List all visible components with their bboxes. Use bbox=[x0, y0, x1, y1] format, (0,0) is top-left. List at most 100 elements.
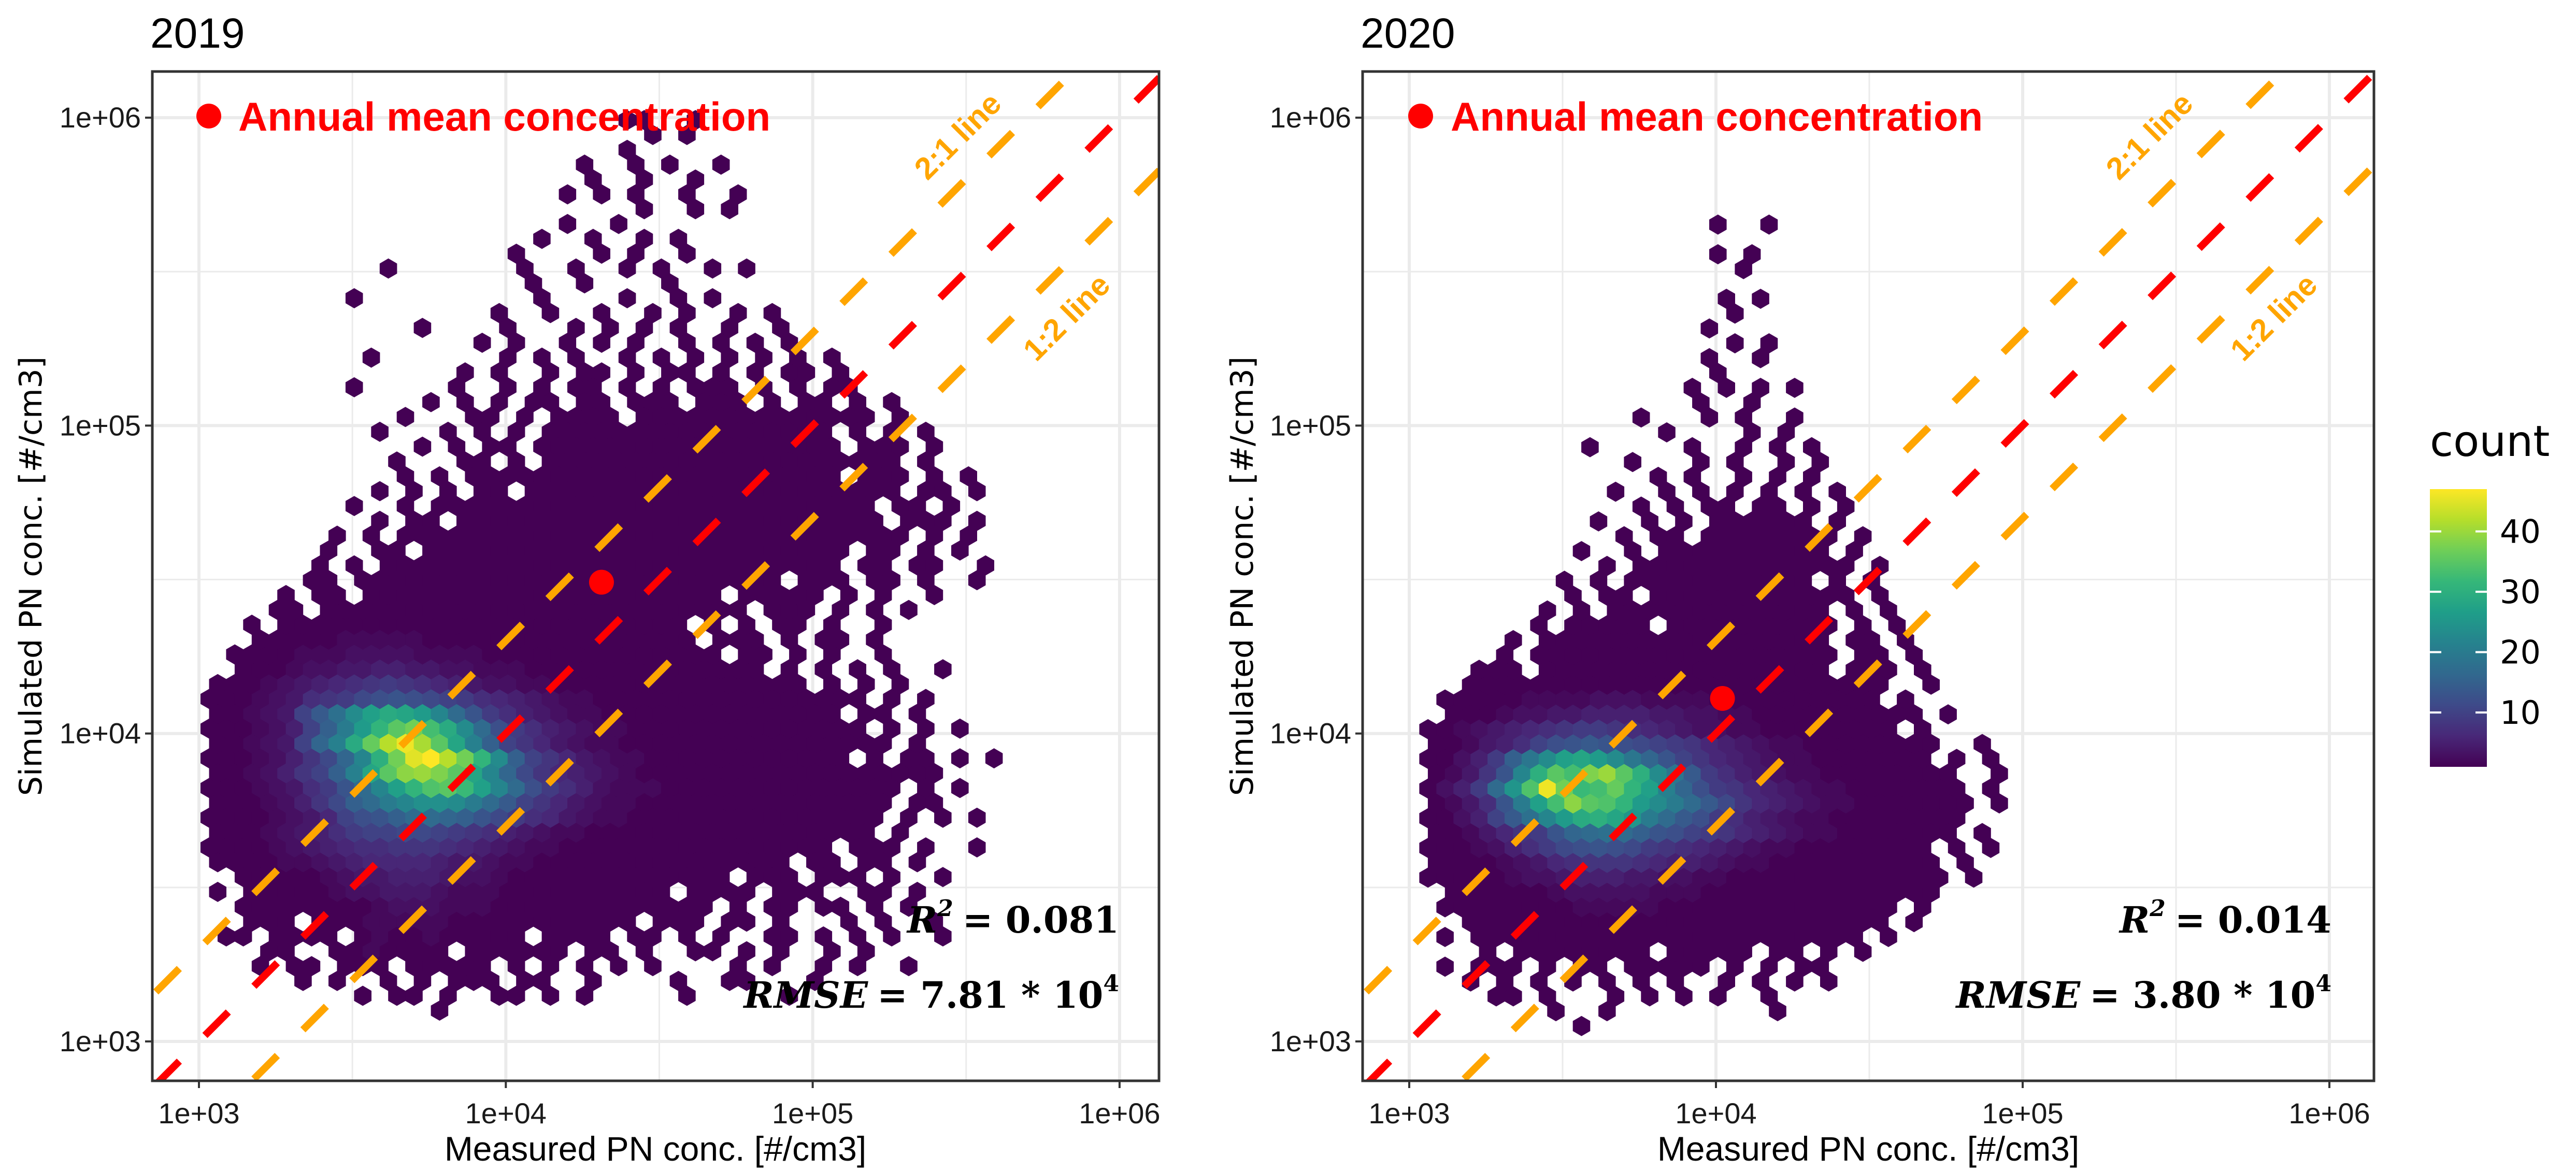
hexbin-cell bbox=[610, 807, 627, 828]
hexbin-cell bbox=[465, 644, 482, 665]
hexbin-cell bbox=[379, 674, 397, 694]
hexbin-cell bbox=[584, 436, 602, 457]
hexbin-cell bbox=[533, 852, 551, 873]
hexbin-cell bbox=[1871, 852, 1889, 873]
hexbin-cell bbox=[593, 421, 610, 442]
hexbin-cell bbox=[413, 793, 432, 813]
hexbin-cell bbox=[678, 689, 696, 709]
hexbin-cell bbox=[499, 466, 517, 487]
hexbin-cell bbox=[678, 451, 696, 472]
hexbin-cell bbox=[576, 748, 594, 769]
hexbin-cell bbox=[584, 644, 602, 665]
hexbin-cell bbox=[1675, 511, 1693, 532]
hexbin-cell bbox=[1658, 719, 1676, 739]
hexbin-cell bbox=[721, 318, 738, 338]
hexbin-cell bbox=[712, 659, 730, 680]
hexbin-cell bbox=[516, 644, 534, 665]
hexbin-cell bbox=[1436, 956, 1454, 977]
hexbin-cell bbox=[686, 199, 705, 220]
hexbin-cell bbox=[763, 570, 781, 591]
hexbin-cell bbox=[601, 674, 619, 694]
hexbin-cell bbox=[396, 941, 414, 962]
hexbin-cell bbox=[1487, 897, 1505, 918]
hexbin-cell bbox=[226, 644, 244, 665]
hexbin-cell bbox=[371, 748, 389, 769]
hexbin-cell bbox=[1922, 675, 1940, 695]
hexbin-cell bbox=[627, 599, 645, 620]
hexbin-cell bbox=[396, 407, 414, 427]
hexbin-cell bbox=[567, 585, 585, 605]
hexbin-cell bbox=[1845, 660, 1863, 680]
hexbin-cell bbox=[1845, 749, 1863, 769]
hexbin-cell bbox=[1811, 749, 1829, 769]
hexbin-cell bbox=[1700, 585, 1719, 606]
hexbin-cell bbox=[840, 525, 858, 546]
hexbin-cell bbox=[354, 689, 371, 709]
hexbin-cell bbox=[251, 718, 269, 739]
hexbin-cell bbox=[1700, 941, 1719, 962]
hexbin-cell bbox=[1496, 763, 1514, 784]
hexbin-cell bbox=[686, 644, 705, 665]
hexbin-cell bbox=[669, 228, 688, 249]
hexbin-cell bbox=[362, 644, 380, 665]
hexbin-cell bbox=[704, 288, 722, 309]
hexbin-cell bbox=[704, 258, 722, 279]
hexbin-cell bbox=[209, 793, 226, 813]
hexbin-cell bbox=[1803, 852, 1821, 873]
hexbin-cell bbox=[704, 674, 722, 694]
hexbin-cell bbox=[1496, 793, 1514, 814]
hexbin-cell bbox=[354, 896, 371, 917]
hexbin-cell bbox=[1598, 1001, 1616, 1022]
hexbin-cell bbox=[499, 674, 517, 694]
hexbin-cell bbox=[1615, 763, 1633, 784]
hexbin-cell bbox=[849, 778, 866, 798]
hexbin-cell bbox=[576, 510, 594, 531]
hexbin-cell bbox=[328, 525, 346, 546]
hexbin-cell bbox=[1726, 897, 1744, 918]
annual-mean-point bbox=[1710, 685, 1735, 711]
hexbin-cell bbox=[1692, 719, 1710, 739]
hexbin-cell bbox=[1598, 615, 1616, 636]
hexbin-cell bbox=[576, 570, 594, 591]
hexbin-cell bbox=[1521, 778, 1539, 799]
hexbin-cell bbox=[968, 837, 986, 857]
hexbin-cell bbox=[1718, 289, 1735, 309]
hexbin-cell bbox=[576, 778, 594, 798]
hexbin-cell bbox=[635, 436, 653, 457]
hexbin-cell bbox=[1700, 645, 1719, 665]
panel-2019: 2019 Annual mean concentration 2:1 line … bbox=[13, 10, 1161, 1168]
hexbin-cell bbox=[610, 718, 627, 739]
hexbin-cell bbox=[669, 525, 688, 546]
hexbin-cell bbox=[695, 748, 713, 769]
hexbin-cell bbox=[601, 407, 619, 427]
hexbin-cell bbox=[1632, 882, 1650, 903]
hexbin-cell bbox=[431, 555, 449, 576]
r2-stat: R2 = 0.081 bbox=[906, 895, 1119, 941]
hexbin-cell bbox=[883, 451, 900, 472]
hexbin-cell bbox=[669, 496, 688, 517]
hexbin-cell bbox=[362, 347, 380, 368]
hexbin-cell bbox=[1871, 704, 1889, 725]
hexbin-cell bbox=[968, 510, 986, 531]
hexbin-cell bbox=[712, 540, 730, 561]
hexbin-cell bbox=[422, 956, 440, 977]
hexbin-cell bbox=[610, 896, 627, 917]
hexbin-cell bbox=[584, 970, 602, 991]
hexbin-cell bbox=[1649, 704, 1667, 725]
hexbin-cell bbox=[413, 525, 432, 546]
hexbin-cell bbox=[431, 644, 449, 665]
hexbin-cell bbox=[533, 941, 551, 962]
hexbin-cell bbox=[1777, 867, 1795, 888]
hexbin-cell bbox=[1769, 615, 1786, 636]
hexbin-cell bbox=[268, 748, 287, 769]
hexbin-cell bbox=[1863, 778, 1880, 799]
hexbin-cell bbox=[917, 421, 935, 442]
hexbin-cell bbox=[806, 585, 824, 605]
hexbin-cell bbox=[1794, 867, 1812, 888]
hexbin-cell bbox=[1709, 986, 1727, 1007]
hexbin-cell bbox=[396, 644, 414, 665]
hexbin-cell bbox=[1743, 541, 1761, 562]
hexbin-cell bbox=[234, 778, 252, 798]
hexbin-cell bbox=[1718, 912, 1735, 933]
